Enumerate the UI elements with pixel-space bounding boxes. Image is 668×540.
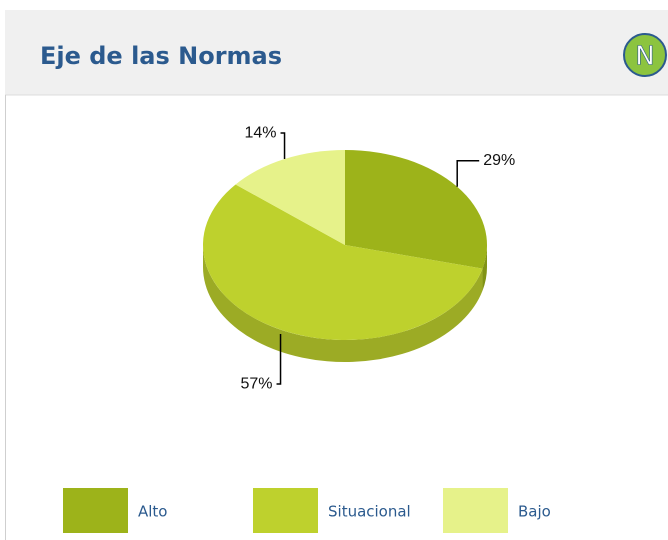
data-label: 29%	[483, 152, 515, 169]
legend-label: Bajo	[518, 503, 551, 521]
chart-title: Eje de las Normas	[40, 42, 282, 70]
legend-label: Alto	[138, 503, 168, 521]
icon-letter: N	[635, 42, 654, 72]
leader-line	[456, 160, 480, 187]
leader-line	[280, 132, 286, 160]
data-label: 14%	[245, 124, 277, 141]
header-bar	[5, 10, 668, 95]
data-label: 57%	[241, 375, 273, 392]
icon	[623, 33, 667, 77]
legend-swatch	[253, 488, 318, 533]
slice	[235, 150, 345, 245]
slice-side	[482, 245, 487, 291]
legend-swatch	[63, 488, 128, 533]
legend-label: Situacional	[328, 503, 411, 521]
slice	[345, 150, 487, 269]
slice	[203, 184, 483, 340]
legend-swatch	[443, 488, 508, 533]
slice-side	[203, 245, 483, 363]
leader-line	[276, 334, 282, 385]
